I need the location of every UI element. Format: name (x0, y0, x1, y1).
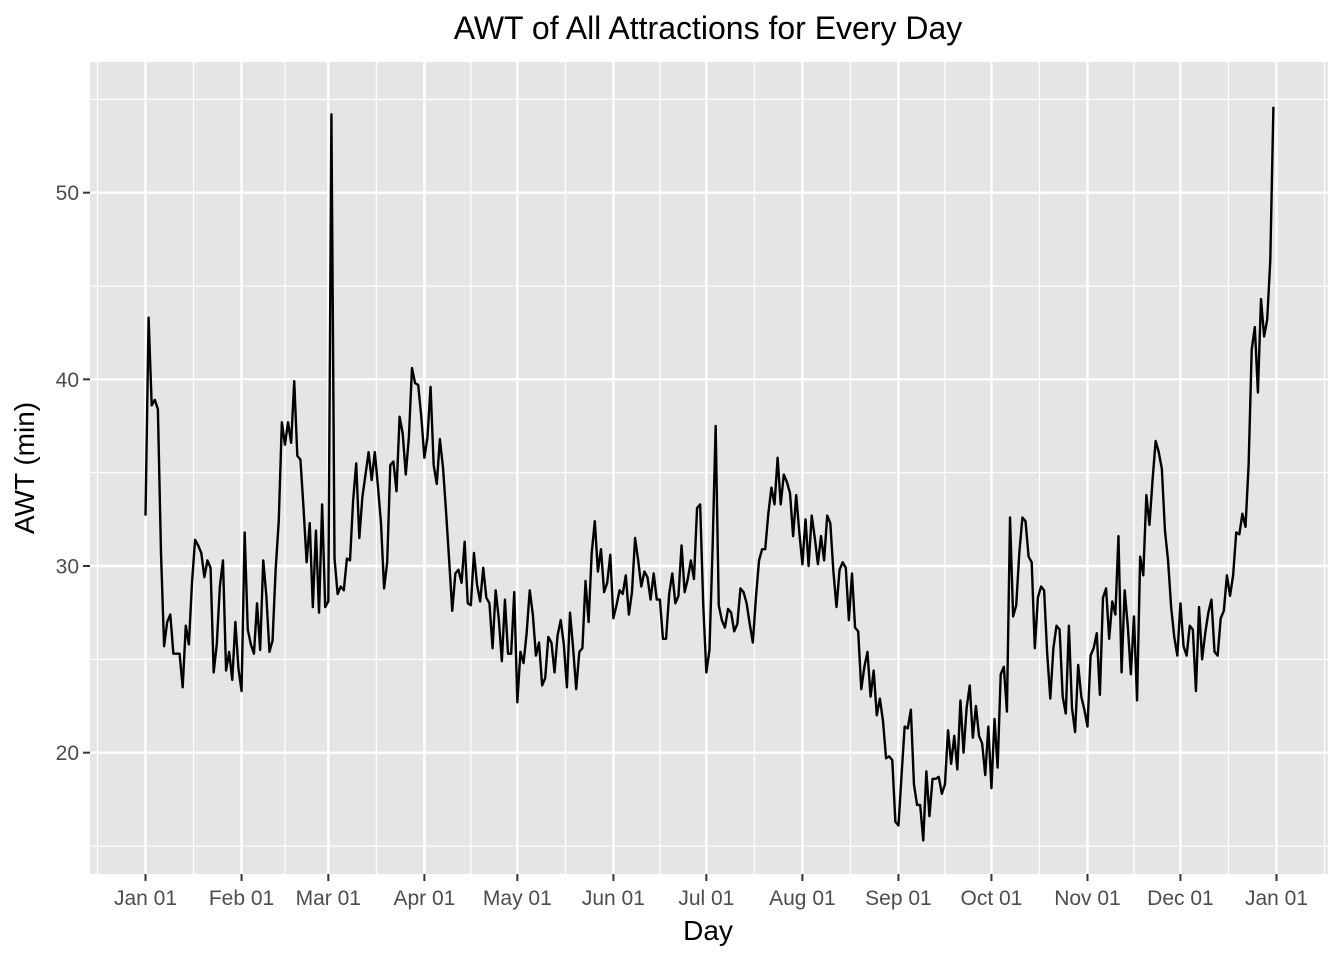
x-tick-label: Feb 01 (209, 887, 274, 910)
x-tick-label: Jul 01 (678, 887, 734, 910)
x-tick-label: Apr 01 (393, 887, 455, 910)
chart-title: AWT of All Attractions for Every Day (454, 10, 963, 46)
y-tick-label: 50 (56, 182, 79, 205)
plot-panel (90, 62, 1328, 874)
x-tick-labels: Jan 01 Feb 01 Mar 01 Apr 01 May 01 Jun 01 Jul … (114, 887, 1308, 910)
x-tick-label: Sep 01 (865, 887, 932, 910)
x-tick-label: Jan 01 (114, 887, 177, 910)
x-tick-label: Jun 01 (582, 887, 645, 910)
series-line (144, 106, 1275, 842)
grid-major (90, 62, 1328, 874)
x-tick-label: Oct 01 (960, 887, 1022, 910)
y-tick-label: 20 (56, 742, 79, 765)
x-tick-label: May 01 (483, 887, 552, 910)
x-tick-label: Aug 01 (769, 887, 836, 910)
x-tick-label: Dec 01 (1147, 887, 1214, 910)
x-tick-label: Mar 01 (296, 887, 361, 910)
y-axis-title: AWT (min) (9, 402, 40, 534)
y-tick-labels: 20 30 40 50 (56, 182, 79, 765)
y-tick-label: 30 (56, 556, 79, 579)
axis-ticks (83, 191, 1278, 881)
y-tick-label: 40 (56, 369, 79, 392)
x-tick-label: Jan 01 (1245, 887, 1308, 910)
x-tick-label: Nov 01 (1054, 887, 1121, 910)
x-axis-title: Day (683, 915, 733, 946)
